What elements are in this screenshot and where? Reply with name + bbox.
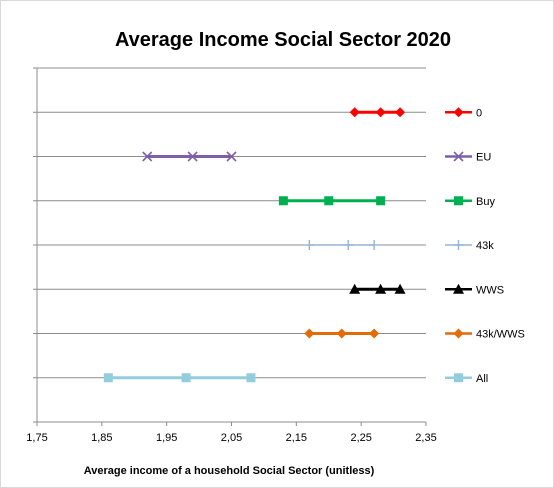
- x-tick-label: 2,35: [415, 432, 436, 444]
- series-layer: [103, 107, 406, 383]
- series-0: [349, 107, 406, 118]
- legend-marker: [454, 196, 463, 206]
- data-point: [349, 283, 361, 294]
- x-tick-label: 2,15: [286, 432, 307, 444]
- legend-label: Buy: [476, 196, 495, 208]
- chart-title: Average Income Social Sector 2020: [115, 29, 451, 51]
- legend-item: All: [445, 373, 488, 385]
- data-point: [278, 196, 288, 206]
- legend-label: EU: [476, 152, 491, 164]
- data-point: [394, 283, 406, 294]
- x-tick-label: 2,05: [221, 432, 242, 444]
- legend-item: 0: [445, 107, 482, 119]
- legend: 0 EU Buy 43k WWS 43k/WWS All: [445, 107, 525, 385]
- data-point: [304, 240, 315, 250]
- series-wws: [349, 283, 406, 294]
- series-all: [103, 373, 256, 383]
- data-point: [375, 283, 387, 294]
- data-point: [369, 240, 380, 250]
- legend-marker: [453, 283, 464, 294]
- data-point: [349, 107, 360, 118]
- x-tick-label: 1,85: [91, 432, 112, 444]
- legend-label: All: [476, 373, 488, 385]
- legend-item: Buy: [445, 196, 495, 208]
- data-point: [181, 373, 191, 383]
- data-point: [395, 107, 406, 118]
- legend-marker: [453, 107, 464, 118]
- series-buy: [278, 196, 386, 206]
- data-point: [376, 196, 386, 206]
- legend-marker: [453, 240, 464, 250]
- data-point: [336, 328, 347, 339]
- x-axis-label: Average income of a household Social Sec…: [84, 465, 375, 477]
- series-43k: [304, 240, 380, 250]
- data-point: [226, 151, 237, 162]
- data-point: [246, 373, 256, 383]
- legend-label: 43k: [476, 240, 494, 252]
- legend-marker: [453, 151, 464, 162]
- legend-label: 43k/WWS: [476, 329, 525, 341]
- data-point: [324, 196, 334, 206]
- series-43k-wws: [304, 328, 380, 339]
- legend-item: WWS: [445, 283, 504, 296]
- x-tick-label: 2,25: [350, 432, 371, 444]
- legend-label: 0: [476, 107, 482, 119]
- x-tick-label: 1,95: [156, 432, 177, 444]
- data-point: [103, 373, 113, 383]
- series-eu: [142, 151, 237, 162]
- legend-item: 43k: [445, 240, 494, 252]
- x-tick-label: 1,75: [26, 432, 47, 444]
- data-point: [142, 151, 153, 162]
- data-point: [187, 151, 198, 162]
- axes: [33, 67, 427, 426]
- legend-marker: [453, 328, 464, 339]
- legend-item: 43k/WWS: [445, 328, 525, 341]
- gridlines: [37, 67, 426, 379]
- legend-marker: [454, 373, 463, 383]
- data-point: [343, 240, 354, 250]
- legend-item: EU: [445, 151, 491, 164]
- data-point: [375, 107, 386, 118]
- legend-label: WWS: [476, 284, 504, 296]
- x-tick-labels: 1,75 1,85 1,95 2,05 2,15 2,25 2,35: [26, 432, 436, 444]
- data-point: [369, 328, 380, 339]
- data-point: [304, 328, 315, 339]
